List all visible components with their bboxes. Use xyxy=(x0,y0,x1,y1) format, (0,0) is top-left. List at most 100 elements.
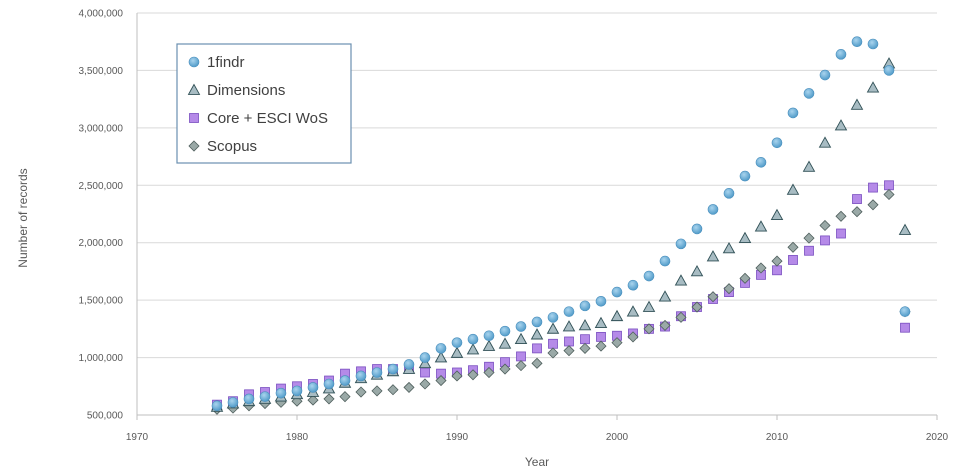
data-point xyxy=(578,318,592,331)
data-point xyxy=(643,270,655,282)
data-point xyxy=(579,342,591,354)
data-point xyxy=(722,242,736,254)
data-point xyxy=(227,397,239,408)
data-point xyxy=(595,295,607,307)
x-axis-ticks: 1970 1980 1990 2000 2010 2020 xyxy=(126,415,949,443)
data-point xyxy=(450,346,464,358)
data-point xyxy=(339,391,351,403)
y-tick-label: 2,000,000 xyxy=(79,238,124,249)
data-point xyxy=(755,157,767,168)
data-point xyxy=(852,194,862,204)
data-point xyxy=(451,337,463,348)
data-point xyxy=(755,262,767,274)
data-point xyxy=(355,386,367,398)
data-point xyxy=(419,378,431,390)
y-tick-label: 4,000,000 xyxy=(79,9,124,20)
data-point xyxy=(802,160,816,172)
data-point xyxy=(851,36,863,48)
data-point xyxy=(851,206,863,218)
data-point xyxy=(706,250,720,262)
series-square xyxy=(212,180,910,410)
data-point xyxy=(772,265,782,276)
series-diamond xyxy=(211,188,911,415)
data-point xyxy=(515,360,527,372)
data-point xyxy=(594,316,608,328)
data-point xyxy=(739,272,751,284)
data-point xyxy=(580,334,590,345)
data-point xyxy=(834,119,848,131)
data-point xyxy=(771,255,783,267)
data-point xyxy=(499,325,511,337)
x-axis-title: Year xyxy=(525,455,549,469)
data-point xyxy=(595,340,607,352)
data-point xyxy=(387,363,399,375)
legend: 1findr Dimensions Core + ESCI WoS Scopus xyxy=(176,43,352,164)
data-point xyxy=(707,291,719,303)
y-axis-title: Number of records xyxy=(16,168,30,267)
data-point xyxy=(850,98,864,110)
data-point xyxy=(611,337,623,349)
data-point xyxy=(515,321,527,332)
data-point xyxy=(339,375,351,386)
y-tick-label: 2,500,000 xyxy=(79,181,124,192)
data-point xyxy=(211,400,223,412)
data-point xyxy=(516,351,526,362)
data-point xyxy=(532,343,542,354)
legend-marker-circle xyxy=(188,56,200,68)
legend-marker-square xyxy=(189,113,199,123)
data-point xyxy=(787,241,799,253)
data-point xyxy=(659,255,671,267)
data-point xyxy=(546,322,560,334)
data-point xyxy=(803,88,815,99)
data-point xyxy=(564,336,574,347)
data-point xyxy=(483,366,495,379)
y-tick-label: 500,000 xyxy=(87,411,124,422)
data-point xyxy=(420,367,430,378)
data-point xyxy=(675,238,687,250)
data-point xyxy=(690,265,704,277)
data-point xyxy=(820,235,830,246)
data-point xyxy=(754,220,768,232)
data-point xyxy=(563,345,575,357)
data-point xyxy=(866,81,880,93)
legend-marker-triangle xyxy=(187,83,201,95)
data-point xyxy=(514,332,528,345)
data-point xyxy=(243,393,255,405)
data-point xyxy=(883,65,895,76)
legend-label: 1findr xyxy=(207,54,245,71)
legend-label: Dimensions xyxy=(207,82,285,99)
x-tick-label: 2010 xyxy=(766,432,789,443)
data-point xyxy=(659,319,671,331)
data-point xyxy=(674,274,688,286)
data-point xyxy=(707,204,719,215)
data-point xyxy=(643,323,655,335)
data-point xyxy=(787,107,799,119)
data-point xyxy=(547,347,559,359)
data-point xyxy=(884,180,894,191)
data-point xyxy=(323,393,335,405)
data-point xyxy=(531,316,543,328)
data-point xyxy=(530,328,544,340)
data-point xyxy=(675,311,687,323)
data-point xyxy=(259,391,271,402)
data-point xyxy=(563,306,575,317)
data-point xyxy=(403,359,415,370)
y-tick-label: 3,500,000 xyxy=(79,66,124,77)
data-point xyxy=(307,394,319,406)
legend-label: Scopus xyxy=(207,138,257,155)
data-point xyxy=(419,352,431,363)
data-point xyxy=(691,301,703,313)
data-points xyxy=(210,36,912,415)
data-point xyxy=(627,279,639,291)
data-point xyxy=(499,363,511,375)
data-point xyxy=(835,49,847,60)
data-point xyxy=(626,305,640,317)
data-point xyxy=(867,199,879,211)
data-point xyxy=(466,343,480,355)
data-point xyxy=(867,38,879,50)
data-point xyxy=(371,385,383,397)
x-tick-label: 2020 xyxy=(926,432,949,443)
data-point xyxy=(323,378,335,390)
data-point xyxy=(804,245,814,256)
